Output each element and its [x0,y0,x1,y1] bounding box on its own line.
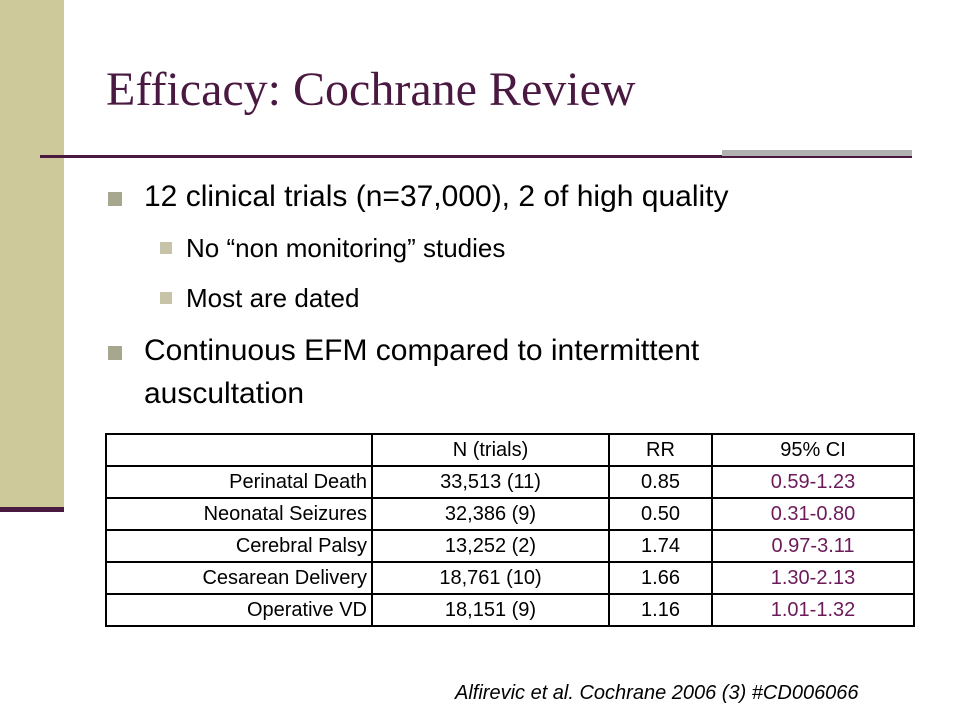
ci-cell: 0.31-0.80 [711,497,915,531]
table-header-cell: 95% CI [711,433,915,467]
table-row: Cesarean Delivery 18,761 (10) 1.66 1.30-… [105,561,915,595]
outcome-cell: Cesarean Delivery [105,561,373,595]
ci-cell: 1.01-1.32 [711,593,915,627]
ci-cell: 1.30-2.13 [711,561,915,595]
table-row: Cerebral Palsy 13,252 (2) 1.74 0.97-3.11 [105,529,915,563]
ci-cell: 0.59-1.23 [711,465,915,499]
side-bar-accent [0,507,64,512]
outcome-cell: Neonatal Seizures [105,497,373,531]
slide-title: Efficacy: Cochrane Review [106,63,636,116]
n-trials-cell: 18,151 (9) [371,593,610,627]
table-row: Operative VD 18,151 (9) 1.16 1.01-1.32 [105,593,915,627]
title-rule [40,155,912,158]
rr-cell: 1.16 [608,593,713,627]
outcome-cell: Perinatal Death [105,465,373,499]
sub-bullet-dated: Most are dated [186,283,360,313]
rr-cell: 0.50 [608,497,713,531]
n-trials-cell: 33,513 (11) [371,465,610,499]
n-trials-cell: 13,252 (2) [371,529,610,563]
bullet-square-icon [108,192,122,206]
bullet-square-icon [108,346,122,360]
rr-cell: 0.85 [608,465,713,499]
table-row: Neonatal Seizures 32,386 (9) 0.50 0.31-0… [105,497,915,531]
title-rule-accent [722,150,912,156]
table-header-cell [105,433,373,467]
bullet-trials: 12 clinical trials (n=37,000), 2 of high… [144,180,729,213]
rr-cell: 1.74 [608,529,713,563]
sub-bullet-non-monitoring: No “non monitoring” studies [186,233,506,263]
outcome-cell: Operative VD [105,593,373,627]
table-header-cell: RR [608,433,713,467]
n-trials-cell: 18,761 (10) [371,561,610,595]
decorative-side-bar [0,0,64,512]
table-header-row: N (trials) RR 95% CI [105,433,915,467]
ci-cell: 0.97-3.11 [711,529,915,563]
table-row: Perinatal Death 33,513 (11) 0.85 0.59-1.… [105,465,915,499]
sub-bullet-square-icon [160,292,172,304]
sub-bullet-square-icon [160,242,172,254]
bullet-efm-line2: auscultation [144,377,305,410]
outcome-cell: Cerebral Palsy [105,529,373,563]
citation: Alfirevic et al. Cochrane 2006 (3) #CD00… [455,682,859,704]
bullet-efm-line1: Continuous EFM compared to intermittent [144,334,700,367]
table-header-cell: N (trials) [371,433,610,467]
results-table: N (trials) RR 95% CI Perinatal Death 33,… [105,433,915,627]
rr-cell: 1.66 [608,561,713,595]
n-trials-cell: 32,386 (9) [371,497,610,531]
